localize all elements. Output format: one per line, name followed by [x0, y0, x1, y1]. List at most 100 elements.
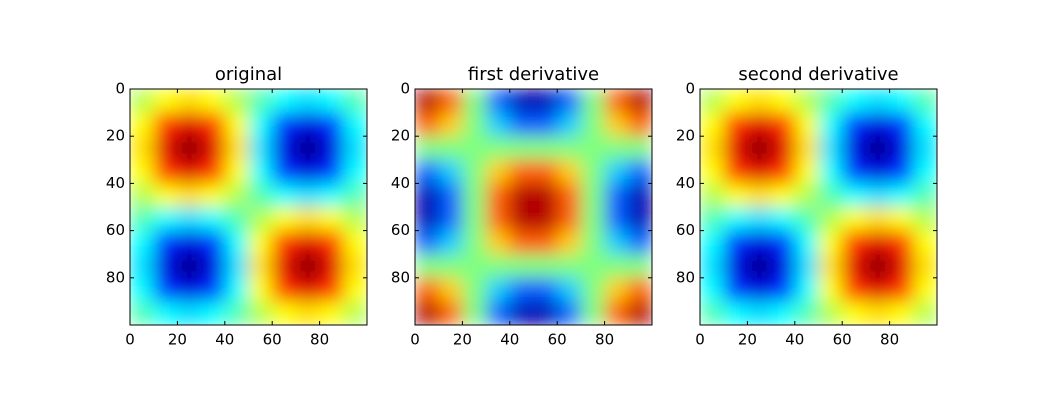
cell	[747, 207, 772, 232]
cell	[343, 159, 367, 184]
cell	[295, 112, 321, 137]
cell	[700, 230, 725, 255]
chart-title: second derivative	[738, 64, 898, 85]
cell	[438, 277, 463, 302]
axes-frame	[129, 88, 368, 326]
cell	[509, 254, 534, 279]
cell	[747, 230, 772, 255]
cell	[248, 159, 273, 184]
cell	[533, 230, 558, 255]
cell	[295, 301, 321, 325]
cell	[913, 159, 937, 184]
cell	[319, 159, 344, 184]
cell	[580, 136, 606, 161]
cell	[700, 207, 725, 232]
cell	[177, 183, 202, 208]
x-tick-label: 40	[785, 331, 804, 349]
cell	[438, 112, 463, 137]
cell	[557, 159, 582, 184]
cell	[319, 183, 344, 208]
cell	[295, 136, 321, 161]
cell	[747, 136, 772, 161]
cell	[842, 277, 867, 302]
cell	[771, 89, 796, 114]
cell	[771, 230, 796, 255]
cell	[438, 183, 463, 208]
cell	[865, 89, 891, 114]
cell	[224, 230, 249, 255]
cell	[177, 301, 202, 325]
cell	[248, 254, 273, 279]
cell	[343, 112, 367, 137]
cell	[153, 301, 178, 325]
cell	[580, 183, 606, 208]
cell	[580, 89, 606, 114]
x-tick-label: 80	[310, 331, 329, 349]
cell	[295, 183, 321, 208]
cell	[343, 254, 367, 279]
cell	[438, 301, 463, 325]
cell	[794, 230, 819, 255]
cell	[604, 230, 629, 255]
cell	[818, 254, 843, 279]
cell	[794, 136, 819, 161]
cell	[889, 277, 914, 302]
cell	[771, 277, 796, 302]
cell	[842, 89, 867, 114]
cell	[628, 112, 652, 137]
heatmap	[130, 89, 367, 325]
cell	[628, 277, 652, 302]
heatmap-cells	[700, 89, 937, 325]
cell	[628, 254, 652, 279]
y-tick-label: 80	[391, 268, 410, 286]
cell	[580, 301, 606, 325]
cell	[438, 254, 463, 279]
cell	[509, 136, 534, 161]
cell	[580, 230, 606, 255]
cell	[771, 254, 796, 279]
cell	[509, 230, 534, 255]
cell	[319, 207, 344, 232]
cell	[177, 230, 202, 255]
y-tick-label: 40	[106, 174, 125, 192]
cell	[462, 230, 487, 255]
cell	[604, 254, 629, 279]
cell	[818, 230, 843, 255]
cell	[248, 207, 273, 232]
cell	[865, 159, 891, 184]
x-tick-label: 0	[695, 331, 705, 349]
cell	[462, 254, 487, 279]
cell	[201, 112, 226, 137]
cell	[747, 89, 772, 114]
cell	[130, 207, 155, 232]
cell	[604, 277, 629, 302]
cell	[201, 136, 226, 161]
heatmap	[700, 89, 937, 325]
cell	[415, 112, 440, 137]
cell	[272, 207, 297, 232]
cell	[628, 89, 652, 114]
cell	[700, 159, 725, 184]
cell	[723, 230, 748, 255]
y-tick-label: 40	[391, 174, 410, 192]
cell	[580, 277, 606, 302]
cell	[224, 89, 249, 114]
cell	[580, 159, 606, 184]
cell	[794, 159, 819, 184]
cell	[153, 112, 178, 137]
cell	[319, 277, 344, 302]
cell	[343, 230, 367, 255]
cell	[438, 89, 463, 114]
cell	[509, 301, 534, 325]
cell	[248, 301, 273, 325]
cell	[319, 112, 344, 137]
cell	[913, 277, 937, 302]
cell	[700, 89, 725, 114]
cell	[533, 207, 558, 232]
cell	[747, 301, 772, 325]
axes-frame	[414, 88, 653, 326]
cell	[201, 89, 226, 114]
cell	[272, 277, 297, 302]
cell	[415, 230, 440, 255]
cell	[343, 277, 367, 302]
